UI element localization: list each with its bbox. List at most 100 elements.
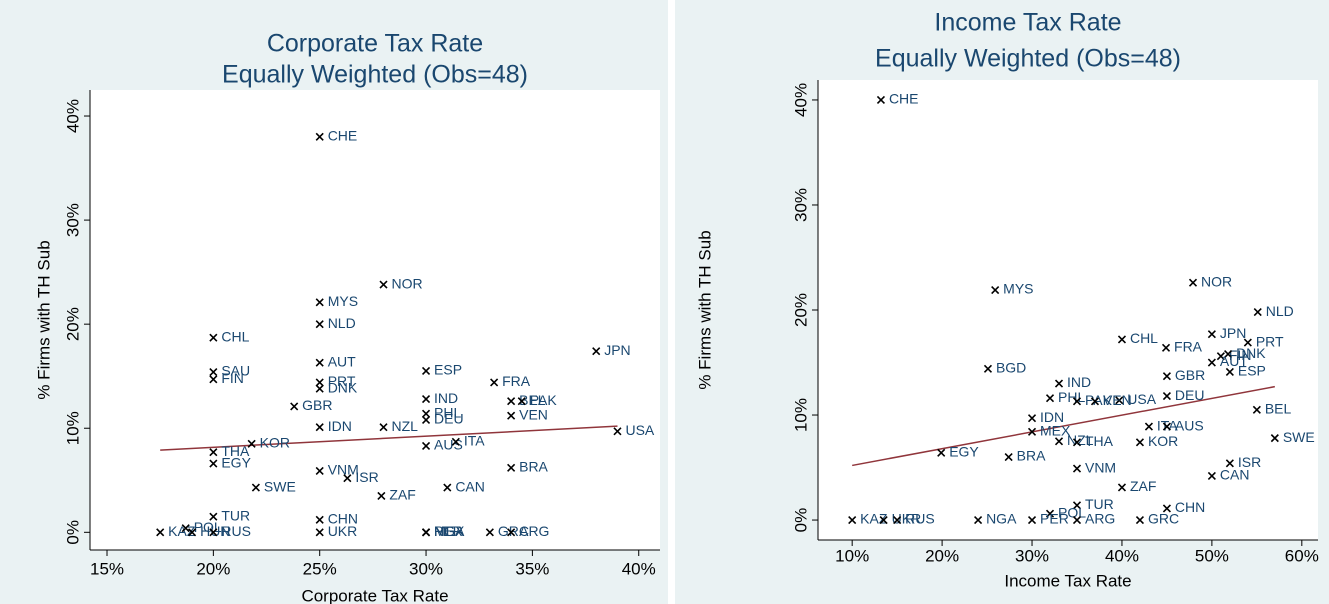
point-label: CAN	[455, 478, 485, 494]
point-label: NZL	[392, 418, 419, 434]
point-label: FRA	[1174, 339, 1203, 355]
point-marker	[315, 358, 324, 367]
point-label: FRA	[502, 373, 531, 389]
point-label: PHL	[434, 404, 461, 420]
point-marker	[1162, 372, 1171, 381]
fit-line	[160, 425, 618, 451]
point-label: PER	[1040, 511, 1069, 527]
point-label: MEX	[434, 523, 465, 539]
point-marker	[315, 132, 324, 141]
point-marker	[1207, 471, 1216, 481]
x-tick-label: 60%	[1285, 546, 1319, 565]
point-marker	[1054, 379, 1064, 388]
point-label: FIN	[1229, 347, 1252, 363]
point-label: ISR	[1238, 454, 1261, 470]
point-label: GRC	[1148, 511, 1179, 527]
point-label: BGD	[996, 360, 1026, 376]
point-marker	[290, 402, 299, 411]
point-label: DEU	[1175, 387, 1205, 403]
point-label: PHL	[1058, 389, 1085, 405]
plot-area	[90, 90, 660, 550]
point-marker	[209, 367, 218, 377]
point-marker	[421, 415, 431, 424]
x-tick-label: 40%	[622, 559, 656, 578]
point-marker	[1004, 452, 1013, 462]
y-tick-label: 40%	[791, 83, 810, 117]
point-label: JPN	[1220, 325, 1246, 341]
point-marker	[1162, 504, 1171, 513]
point-marker	[1253, 308, 1262, 317]
point-marker	[592, 347, 601, 356]
point-marker	[1054, 437, 1064, 446]
point-marker	[1162, 392, 1171, 401]
y-axis-label: % Firms with TH Sub	[695, 230, 714, 389]
point-marker	[209, 333, 218, 342]
point-label: CHL	[221, 328, 249, 344]
point-label: DEU	[434, 411, 464, 427]
point-label: CAN	[1220, 467, 1250, 483]
point-marker	[209, 512, 218, 521]
point-label: ESP	[434, 362, 462, 378]
point-marker	[1207, 330, 1216, 339]
point-marker	[1027, 515, 1037, 525]
y-tick-label: 20%	[63, 307, 82, 341]
point-label: AUS	[1175, 417, 1204, 433]
point-label: SWE	[1283, 429, 1315, 445]
point-label: SWE	[264, 478, 296, 494]
y-tick-label: 10%	[63, 411, 82, 445]
point-marker	[1188, 278, 1198, 287]
point-marker	[1243, 338, 1252, 347]
point-label: VNM	[328, 462, 359, 478]
point-label: KOR	[1148, 433, 1178, 449]
point-label: NLD	[1266, 303, 1294, 319]
point-label: CHN	[1175, 499, 1205, 515]
x-tick-label: 25%	[303, 559, 337, 578]
point-marker	[879, 515, 888, 525]
point-marker	[490, 378, 499, 387]
point-label: MYS	[328, 293, 358, 309]
point-marker	[315, 378, 324, 387]
x-tick-label: 40%	[1105, 546, 1139, 565]
point-label: FIN	[221, 370, 244, 386]
point-label: AUT	[1220, 353, 1248, 369]
y-tick-label: 0%	[791, 508, 810, 533]
point-marker	[421, 409, 431, 418]
point-marker	[1117, 483, 1127, 492]
point-label: BEL	[1265, 400, 1292, 416]
point-marker	[421, 441, 431, 450]
point-marker	[181, 524, 190, 533]
point-marker	[613, 427, 622, 436]
point-marker	[343, 474, 352, 483]
point-label: CHL	[1130, 330, 1158, 346]
point-label: TUR	[1085, 496, 1114, 512]
point-marker	[1162, 422, 1171, 431]
point-marker	[1072, 501, 1082, 510]
y-tick-label: 30%	[63, 203, 82, 237]
point-label: DNK	[1236, 345, 1266, 361]
point-marker	[1045, 509, 1055, 518]
y-tick-label: 40%	[63, 99, 82, 133]
point-label: EGY	[949, 444, 979, 460]
point-marker	[1161, 343, 1171, 352]
point-marker	[1072, 515, 1082, 525]
point-label: BEL	[519, 392, 546, 408]
point-marker	[1225, 367, 1234, 377]
point-label: NLD	[328, 315, 356, 331]
point-label: GBR	[1175, 367, 1205, 383]
point-marker	[1115, 396, 1124, 405]
point-marker	[421, 528, 431, 537]
point-marker	[507, 397, 516, 406]
point-marker	[315, 515, 324, 524]
point-marker	[1045, 394, 1055, 403]
point-marker	[485, 528, 494, 537]
point-marker	[1072, 464, 1082, 473]
point-marker	[507, 411, 516, 420]
point-marker	[315, 528, 324, 537]
point-label: BRA	[519, 458, 548, 474]
point-marker	[377, 491, 386, 500]
point-label: PRT	[328, 373, 356, 389]
point-marker	[1252, 405, 1261, 414]
point-marker	[156, 528, 165, 537]
point-marker	[507, 528, 516, 537]
